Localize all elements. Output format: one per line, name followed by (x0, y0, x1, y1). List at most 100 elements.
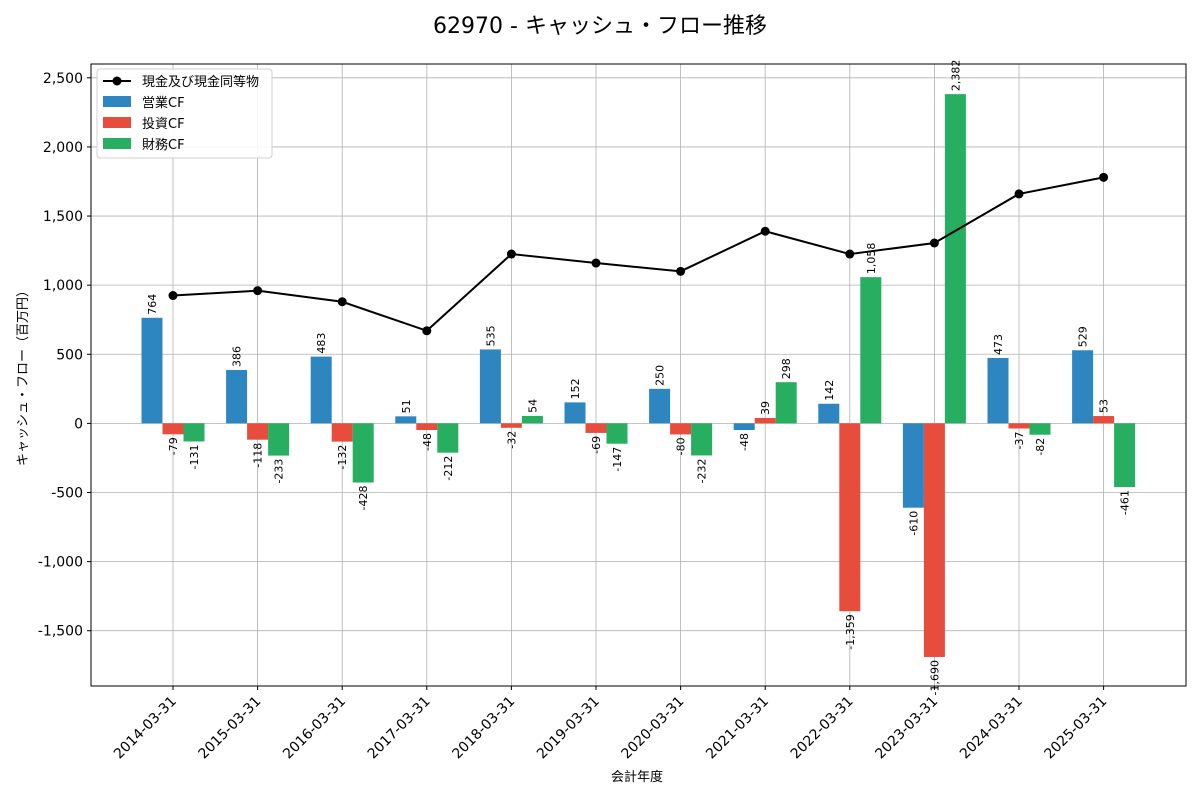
bar-data-label: -428 (357, 486, 370, 511)
bar-data-label: -37 (1013, 431, 1026, 449)
bar-data-label: -131 (188, 444, 201, 469)
bar (521, 415, 543, 424)
y-axis-ticks: -1,500 -1,000 -500 0 500 1,000 1,500 2,000 2,500 (38, 71, 91, 640)
cash-point (845, 249, 855, 259)
bar (352, 423, 374, 483)
x-tick-label: 2022-03-31 (788, 694, 857, 763)
grid-lines (91, 64, 1186, 686)
bar-data-label: 2,382 (949, 60, 962, 92)
y-tick-label: -1,500 (38, 624, 83, 640)
y-tick-label: 1,000 (43, 278, 83, 294)
bar (162, 423, 184, 435)
y-tick-label: -500 (51, 485, 83, 501)
y-tick-label: 2,000 (43, 140, 83, 156)
y-tick-label: 1,500 (43, 209, 83, 225)
bar (1029, 423, 1051, 435)
cash-point (337, 297, 347, 307)
bar (310, 356, 332, 424)
bar-data-label: -132 (336, 445, 349, 470)
x-tick-label: 2017-03-31 (365, 694, 434, 763)
cash-point (676, 266, 686, 276)
bar (944, 94, 966, 424)
legend-line-marker (112, 76, 122, 86)
bar (585, 423, 607, 433)
bar-data-label: -80 (675, 437, 688, 455)
x-tick-label: 2020-03-31 (619, 694, 688, 763)
bar (733, 423, 755, 431)
x-tick-label: 2023-03-31 (872, 694, 941, 763)
bar (226, 370, 248, 424)
bar-data-label: -32 (505, 431, 518, 449)
bar (183, 423, 205, 442)
bar-data-label: 51 (400, 399, 413, 413)
bar-data-label: -1,359 (844, 614, 857, 649)
bar-data-label: 250 (654, 365, 667, 386)
bar-series (141, 94, 1136, 657)
bar-data-label: 473 (992, 334, 1005, 355)
bar (649, 388, 671, 424)
x-tick-label: 2014-03-31 (111, 694, 180, 763)
x-tick-label: 2015-03-31 (196, 694, 265, 763)
bar-data-label: -79 (167, 437, 180, 455)
bar (670, 423, 692, 435)
bar-data-label: -48 (421, 433, 434, 451)
bar (691, 423, 713, 456)
bar-data-label: 142 (823, 380, 836, 401)
legend-label: 現金及び現金同等物 (142, 74, 259, 90)
x-tick-label: 2019-03-31 (534, 694, 603, 763)
bar (1093, 416, 1115, 424)
bar-data-label: -82 (1034, 438, 1047, 456)
legend-box (96, 68, 273, 159)
bar-data-label: 535 (484, 325, 497, 346)
cash-point (422, 326, 432, 336)
x-tick-label: 2021-03-31 (703, 694, 772, 763)
bar (564, 402, 586, 424)
bar (606, 423, 628, 444)
bar-data-label: -69 (590, 436, 603, 454)
bar-data-label: 53 (1098, 399, 1111, 413)
bar (1114, 423, 1136, 488)
bar-data-label: -461 (1119, 490, 1132, 515)
bar (437, 423, 459, 453)
bar (331, 423, 353, 442)
bar-data-label: -232 (696, 458, 709, 483)
legend-swatch (103, 117, 131, 128)
x-axis-label: 会計年度 (611, 769, 663, 785)
bar (1072, 350, 1094, 424)
bar (479, 349, 501, 424)
bar (416, 423, 438, 431)
bar-data-label: -233 (273, 459, 286, 484)
bar (902, 423, 924, 508)
bar-data-label: -147 (611, 447, 624, 472)
cash-point (760, 226, 770, 236)
bar-data-label: 483 (315, 333, 328, 354)
bar (754, 417, 776, 424)
legend-label: 投資CF (142, 116, 185, 132)
bar (775, 382, 797, 424)
bar (500, 423, 522, 428)
bar-data-label: -118 (252, 443, 265, 468)
legend-label: 営業CF (142, 95, 185, 111)
y-tick-label: 500 (56, 347, 83, 363)
cash-point (1099, 172, 1109, 182)
chart-title: 62970 - キャッシュ・フロー推移 (433, 14, 767, 39)
legend-label: 財務CF (142, 138, 185, 153)
bar-data-label: 529 (1077, 326, 1090, 347)
cash-line-series (168, 172, 1109, 336)
cash-point (253, 286, 263, 296)
x-axis-ticks: 2014-03-31 2015-03-31 2016-03-31 2017-03-31… (111, 686, 1110, 762)
cash-point (506, 249, 516, 259)
cash-point (929, 238, 939, 248)
y-axis-label: キャッシュ・フロー（百万円） (16, 284, 31, 466)
bar-data-label: 1,058 (865, 243, 878, 275)
x-tick-label: 2025-03-31 (1042, 694, 1111, 763)
bar-data-label: 54 (526, 399, 539, 413)
bar (987, 357, 1009, 424)
bar-data-label: 152 (569, 378, 582, 399)
x-tick-label: 2024-03-31 (957, 694, 1026, 763)
y-tick-label: 0 (74, 416, 83, 432)
bar-data-label: 764 (146, 294, 159, 315)
